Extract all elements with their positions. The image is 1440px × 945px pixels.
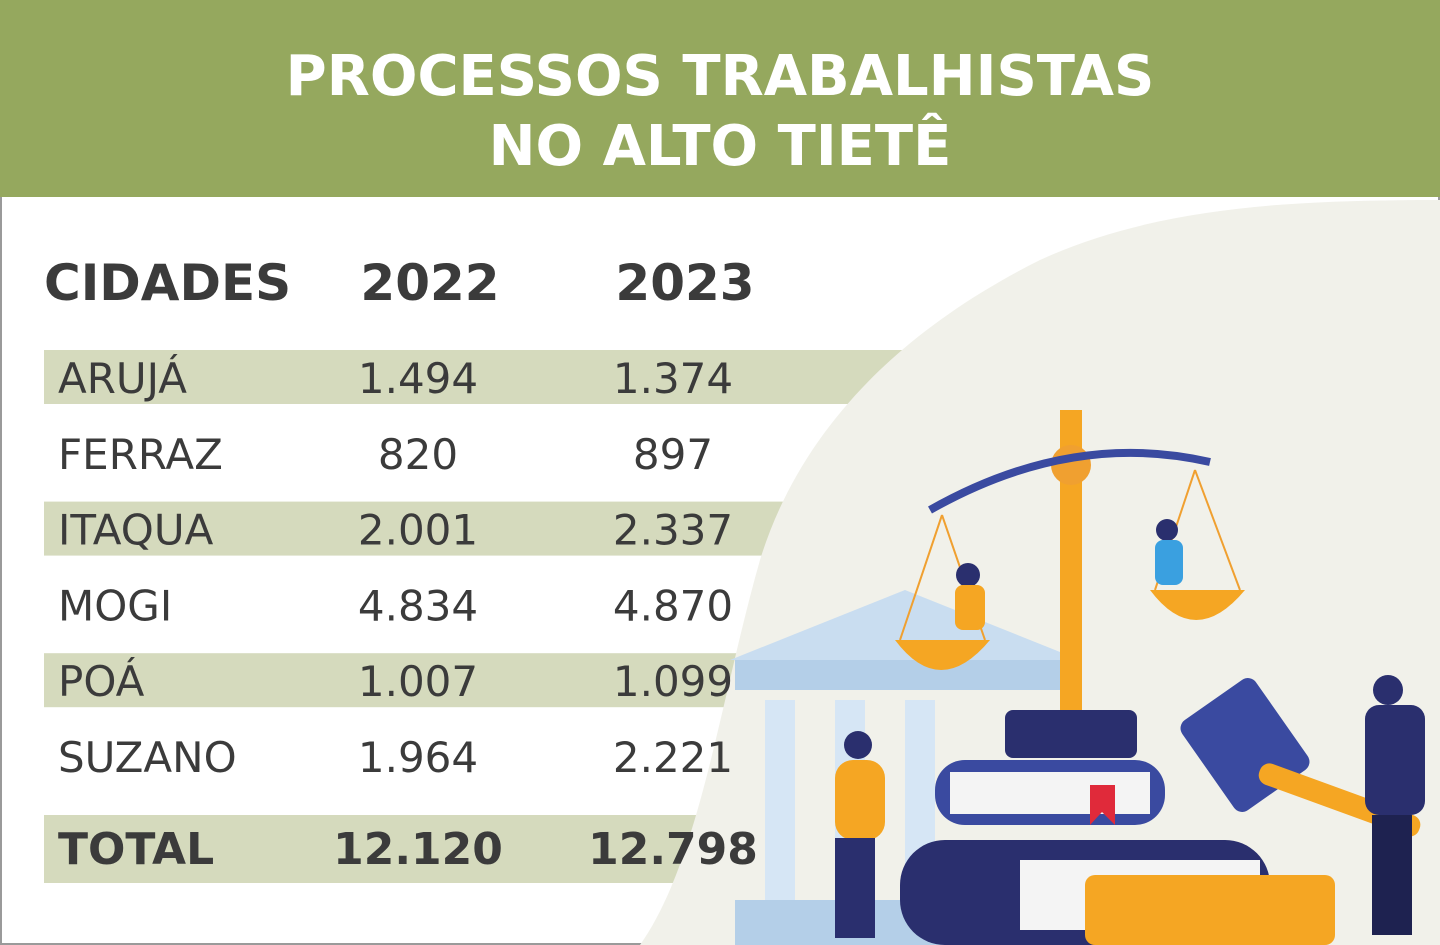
table-cell: 820 xyxy=(378,430,458,479)
title: NO ALTO TIETÊ xyxy=(489,113,952,179)
table-cell: SUZANO xyxy=(58,733,237,782)
table-cell: 1.374 xyxy=(613,354,733,403)
table-cell: MOGI xyxy=(58,581,172,630)
header-band xyxy=(0,0,1440,197)
table-cell: 1.099 xyxy=(613,657,733,706)
table-cell: POÁ xyxy=(58,656,145,706)
table-cell: 2.001 xyxy=(358,506,478,555)
illustration xyxy=(730,410,1425,945)
row-stripe xyxy=(44,350,944,404)
total-cell: TOTAL xyxy=(58,824,214,875)
table-cell: ARUJÁ xyxy=(58,353,187,403)
table-cell: ITAQUA xyxy=(58,506,214,555)
table-cell: 4.870 xyxy=(613,581,733,630)
total-cell: 12.120 xyxy=(333,824,503,875)
table-cell: 4.834 xyxy=(358,581,478,630)
table-cell: 1.007 xyxy=(358,657,478,706)
title: PROCESSOS TRABALHISTAS xyxy=(286,44,1155,109)
table-cell: 1.964 xyxy=(358,733,478,782)
total-cell: 12.798 xyxy=(588,824,758,875)
table-cell: 1.494 xyxy=(358,354,478,403)
column-header: 2022 xyxy=(360,254,499,312)
table-cell: 2.337 xyxy=(613,506,733,555)
table-cell: 897 xyxy=(633,430,713,479)
column-header: CIDADES xyxy=(44,254,291,312)
table-cell: 2.221 xyxy=(613,733,733,782)
table-cell: FERRAZ xyxy=(58,430,223,479)
column-header: 2023 xyxy=(615,254,754,312)
